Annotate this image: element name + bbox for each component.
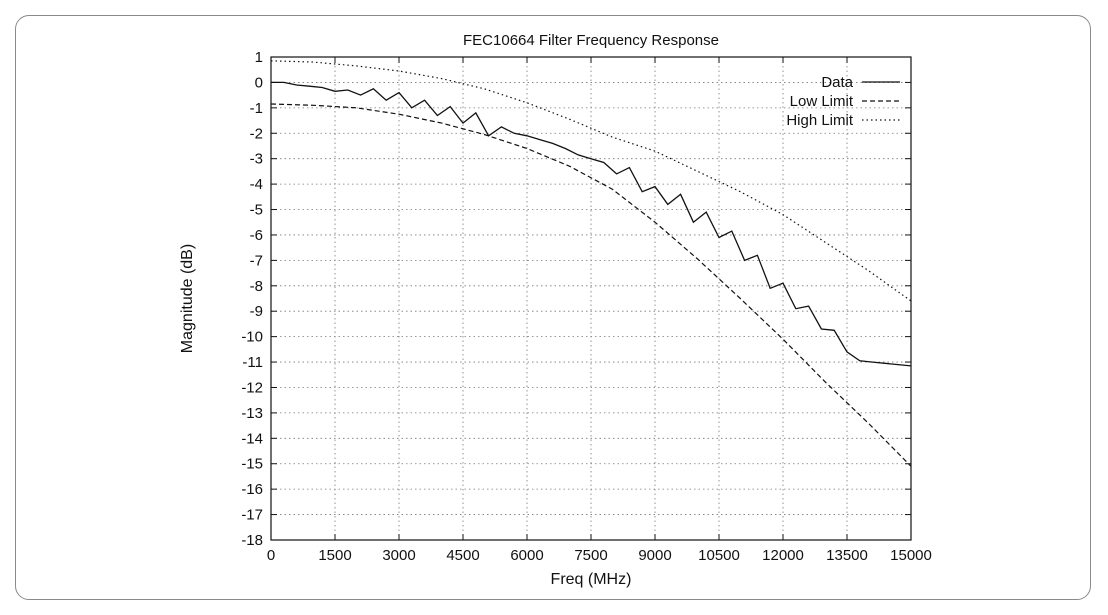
y-tick-label: -13	[241, 405, 263, 422]
y-tick-label: -12	[241, 379, 263, 396]
legend: Data Low Limit High Limit	[786, 74, 900, 129]
legend-label-data: Data	[821, 74, 853, 91]
legend-label-high-limit: High Limit	[786, 112, 854, 129]
x-tick-label: 10500	[698, 547, 740, 564]
y-tick-label: -16	[241, 481, 263, 498]
y-tick-label: -5	[250, 202, 263, 219]
axis-ticks: 0 1500 3000 4500 6000 7500 9000 10500 12000 13500…	[241, 49, 932, 564]
y-tick-label: -10	[241, 329, 263, 346]
x-tick-label: 1500	[318, 547, 351, 564]
series-line-data	[271, 81, 912, 367]
y-tick-label: -6	[250, 227, 263, 244]
chart-title: FEC10664 Filter Frequency Response	[463, 32, 719, 49]
x-axis-title: Freq (MHz)	[551, 571, 632, 588]
y-tick-label: -9	[250, 303, 263, 320]
legend-label-low-limit: Low Limit	[790, 93, 854, 110]
x-tick-label: 0	[267, 547, 275, 564]
y-tick-label: -3	[250, 151, 263, 168]
y-tick-label: 1	[255, 49, 263, 66]
x-tick-label: 6000	[510, 547, 543, 564]
series-line-high-limit	[270, 60, 912, 302]
x-tick-label: 12000	[762, 547, 804, 564]
y-tick-label: -14	[241, 430, 263, 447]
x-tick-label: 13500	[826, 547, 868, 564]
x-tick-label: 9000	[638, 547, 671, 564]
y-tick-label: -4	[250, 176, 263, 193]
y-tick-label: -2	[250, 125, 263, 142]
x-tick-label: 15000	[890, 547, 932, 564]
x-tick-label: 7500	[574, 547, 607, 564]
y-axis-title: Magnitude (dB)	[179, 244, 196, 353]
y-tick-label: 0	[255, 74, 263, 91]
grid	[271, 57, 911, 540]
x-tick-label: 4500	[446, 547, 479, 564]
y-tick-label: -7	[250, 252, 263, 269]
y-tick-label: -15	[241, 456, 263, 473]
y-tick-label: -1	[250, 100, 263, 117]
x-tick-label: 3000	[382, 547, 415, 564]
series-lines	[270, 60, 912, 467]
y-tick-label: -8	[250, 278, 263, 295]
series-line-low-limit	[270, 103, 912, 467]
y-tick-label: -18	[241, 532, 263, 549]
y-tick-label: -11	[242, 354, 263, 371]
y-tick-label: -17	[241, 507, 263, 524]
